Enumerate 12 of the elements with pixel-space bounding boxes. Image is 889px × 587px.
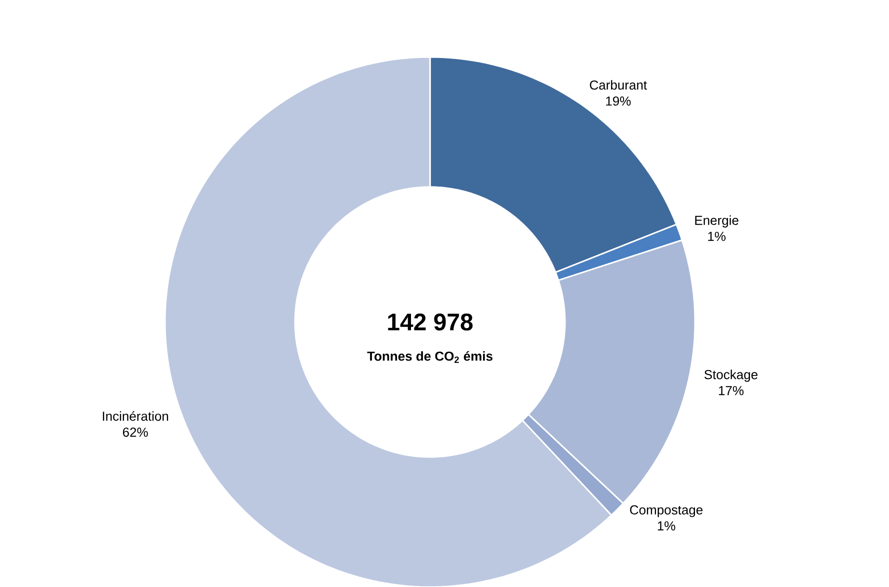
data-label: 17% (718, 386, 744, 396)
slice-label: Stockage (704, 370, 758, 382)
slice-label: Compostage (630, 505, 703, 518)
data-label: 62% (122, 428, 148, 437)
slice-label: Incinération (102, 411, 168, 421)
slice-label: Carburant (590, 80, 647, 90)
data-label: 1% (658, 521, 676, 530)
data-label: 1% (708, 232, 726, 241)
text: 142 978 (388, 314, 473, 330)
text: Tonnes de CO$_{2}$ émis (367, 351, 492, 363)
slice-label: Energie (695, 215, 738, 228)
data-label: 19% (606, 96, 631, 106)
